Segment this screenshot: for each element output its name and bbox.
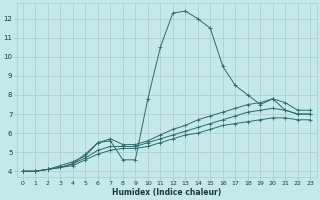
X-axis label: Humidex (Indice chaleur): Humidex (Indice chaleur) (112, 188, 221, 197)
